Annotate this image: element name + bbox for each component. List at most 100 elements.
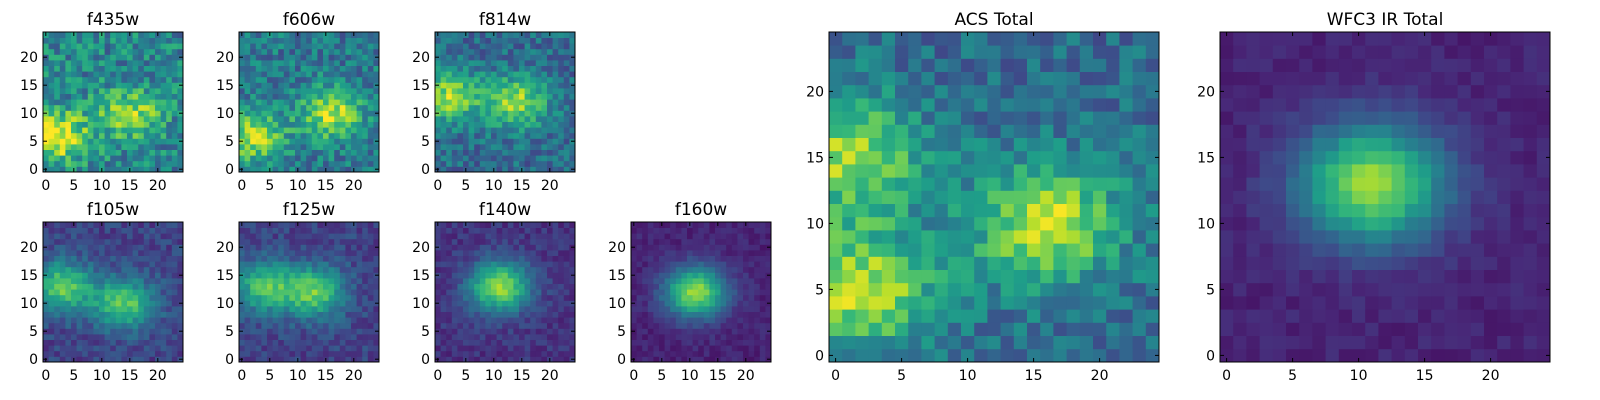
heatmap-cell: [737, 255, 744, 262]
heatmap-cell: [289, 322, 296, 329]
heatmap-cell: [558, 261, 565, 268]
heatmap-cell: [362, 144, 369, 150]
heatmap-cell: [244, 65, 251, 72]
heatmap-cell: [479, 278, 486, 284]
heatmap-cell: [367, 322, 374, 329]
heatmap-cell: [519, 71, 525, 78]
heatmap-cell: [1027, 348, 1041, 363]
heatmap-cell: [457, 272, 464, 279]
heatmap-cell: [373, 350, 380, 357]
heatmap-cell: [278, 339, 285, 346]
heatmap-cell: [479, 306, 486, 312]
heatmap-cell: [479, 65, 486, 72]
heatmap-cell: [552, 283, 559, 290]
heatmap-cell: [121, 350, 128, 357]
heatmap-cell: [502, 32, 509, 38]
heatmap-cell: [311, 350, 318, 357]
heatmap-cell: [474, 311, 481, 318]
heatmap-cell: [121, 71, 128, 78]
heatmap-cell: [171, 48, 178, 55]
heatmap-cell: [356, 283, 363, 290]
heatmap-cell: [507, 233, 514, 240]
heatmap-cell: [334, 37, 341, 44]
heatmap-cell: [647, 244, 654, 251]
heatmap-cell: [272, 71, 279, 78]
heatmap-cell: [250, 166, 257, 173]
heatmap-cell: [485, 311, 492, 318]
heatmap-cell: [65, 99, 72, 106]
heatmap-cell: [143, 88, 150, 94]
heatmap-cell: [48, 233, 55, 240]
heatmap-cell: [681, 244, 688, 251]
heatmap-cell: [496, 300, 503, 307]
heatmap-cell: [76, 166, 83, 173]
heatmap-cell: [93, 255, 100, 262]
heatmap-cell: [479, 317, 486, 324]
heatmap-cell: [709, 227, 716, 234]
heatmap-cell: [351, 339, 357, 346]
heatmap-cell: [104, 317, 111, 324]
heatmap-cell: [530, 238, 537, 245]
heatmap-cell: [642, 233, 649, 240]
heatmap-cell: [895, 309, 909, 323]
heatmap-cell: [457, 289, 464, 296]
heatmap-cell: [272, 160, 279, 167]
heatmap-cell: [244, 82, 251, 89]
heatmap-cell: [457, 93, 464, 100]
heatmap-cell: [317, 65, 324, 72]
heatmap-cell: [502, 138, 509, 145]
heatmap-cell: [300, 116, 307, 122]
heatmap-cell: [502, 93, 509, 100]
heatmap-cell: [267, 311, 273, 318]
heatmap-cell: [563, 345, 570, 352]
heatmap-cell: [93, 71, 100, 78]
heatmap-cell: [474, 334, 481, 340]
heatmap-cell: [743, 311, 749, 318]
y-tick-label: 10: [20, 106, 38, 122]
heatmap-cell: [451, 60, 458, 66]
heatmap-cell: [356, 306, 363, 312]
y-tick-label: 0: [29, 162, 38, 178]
heatmap-cell: [334, 345, 341, 352]
heatmap-cell: [43, 149, 49, 156]
heatmap-cell: [541, 311, 548, 318]
heatmap-cell: [737, 278, 744, 284]
heatmap-cell: [76, 110, 83, 117]
heatmap-cell: [446, 110, 453, 117]
heatmap-cell: [283, 127, 290, 134]
heatmap-cell: [829, 282, 843, 297]
heatmap-cell: [829, 216, 843, 231]
heatmap-cell: [295, 121, 301, 128]
heatmap-cell: [681, 238, 688, 245]
heatmap-cell: [283, 328, 290, 335]
heatmap-cell: [709, 328, 716, 335]
heatmap-cell: [367, 43, 374, 50]
heatmap-cell: [255, 300, 262, 307]
heatmap-cell: [457, 138, 464, 145]
heatmap-cell: [93, 356, 100, 363]
heatmap-cell: [491, 261, 497, 268]
heatmap-cell: [435, 250, 441, 256]
heatmap-cell: [530, 283, 537, 290]
heatmap-cell: [339, 222, 346, 228]
heatmap-cell: [177, 127, 184, 134]
heatmap-cell: [334, 328, 341, 335]
heatmap-cell: [440, 289, 447, 296]
heatmap-cell: [558, 272, 565, 279]
heatmap-cell: [737, 250, 744, 256]
heatmap-cell: [715, 328, 721, 335]
heatmap-cell: [323, 345, 329, 352]
panel-title: f814w: [479, 10, 531, 30]
heatmap-cell: [547, 138, 553, 145]
heatmap-cell: [239, 233, 245, 240]
heatmap-cell: [1027, 269, 1041, 284]
heatmap-cell: [239, 76, 245, 83]
heatmap-cell: [87, 283, 94, 290]
heatmap-cell: [692, 311, 699, 318]
heatmap-cell: [65, 317, 72, 324]
heatmap-cell: [48, 138, 55, 145]
heatmap-cell: [261, 317, 268, 324]
heatmap-cell: [71, 127, 77, 134]
heatmap-cell: [485, 250, 492, 256]
heatmap-cell: [328, 334, 335, 340]
